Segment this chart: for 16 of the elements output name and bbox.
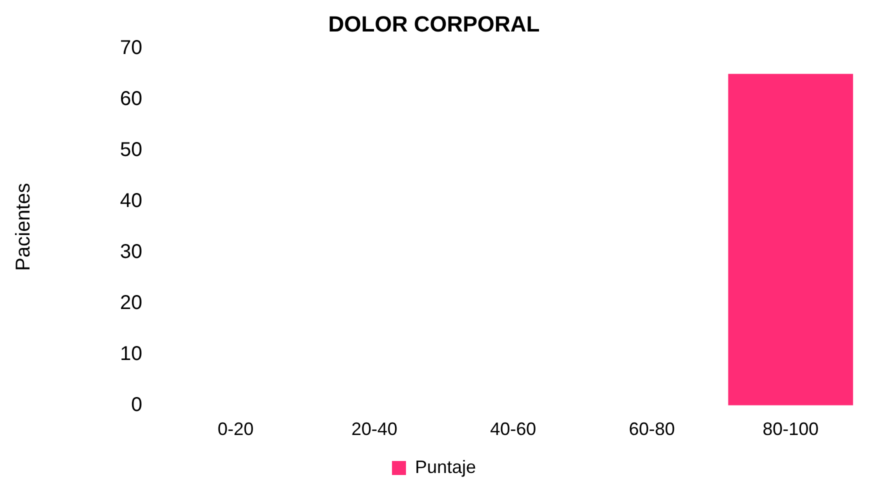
x-tick-label: 80-100 xyxy=(762,419,819,440)
x-tick-label: 40-60 xyxy=(490,419,536,440)
y-axis-title: Pacientes xyxy=(12,182,35,271)
x-tick-label: 20-40 xyxy=(351,419,398,440)
x-tick-label: 60-80 xyxy=(628,419,675,440)
x-tick-label: 0-20 xyxy=(218,419,254,440)
y-tick-label: 50 xyxy=(120,138,142,161)
chart-title: DOLOR CORPORAL xyxy=(328,11,540,36)
y-tick-label: 0 xyxy=(131,394,142,416)
y-tick-label: 20 xyxy=(120,292,142,314)
y-tick-label: 30 xyxy=(120,240,142,263)
legend-label: Puntaje xyxy=(414,456,476,477)
y-tick-label: 60 xyxy=(120,88,142,110)
y-tick-label: 10 xyxy=(120,342,142,365)
y-tick-label: 40 xyxy=(120,190,142,212)
y-tick-label: 70 xyxy=(120,36,142,59)
